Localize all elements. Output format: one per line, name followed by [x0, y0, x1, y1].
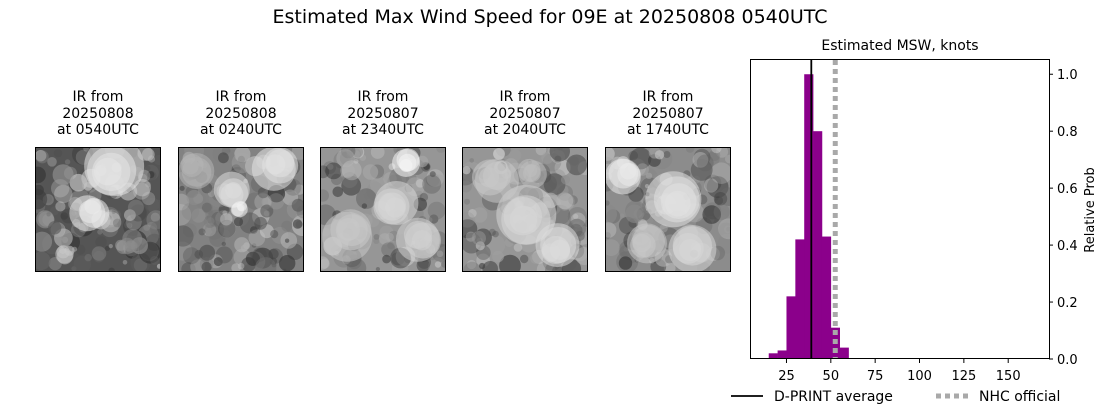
ir-panel-time: at 0240UTC — [200, 122, 282, 138]
ir-panel-date: 20250807 — [632, 105, 704, 122]
ir-panel-date: 20250808 — [62, 105, 134, 122]
y-tick-label: 1.0 — [1057, 68, 1078, 83]
histogram-bar — [786, 296, 796, 359]
ir-texture — [36, 148, 160, 271]
ir-image — [462, 147, 588, 272]
ir-panel-time: at 1740UTC — [627, 122, 709, 138]
ir-panel-line1: IR from — [642, 89, 694, 105]
ir-image — [320, 147, 446, 272]
ir-panel-title: IR from 20250807 at 2340UTC — [300, 89, 466, 139]
y-tick-label: 0.4 — [1057, 239, 1078, 254]
histogram-bar — [839, 347, 849, 359]
histogram-bar — [795, 239, 805, 359]
ir-panel-time: at 2040UTC — [484, 122, 566, 138]
ir-image — [605, 147, 731, 272]
chart-title: Estimated MSW, knots — [821, 38, 978, 54]
ir-panel-title: IR from 20250808 at 0240UTC — [158, 89, 324, 139]
ir-panel-line1: IR from — [215, 89, 267, 105]
legend-label: D-PRINT average — [774, 389, 893, 405]
x-tick-label: 50 — [823, 369, 840, 384]
y-tick-label: 0.2 — [1057, 296, 1078, 311]
x-tick-label: 25 — [778, 369, 795, 384]
x-tick-label: 75 — [867, 369, 884, 384]
histogram-bar — [804, 74, 814, 359]
ir-panel-date: 20250808 — [205, 105, 277, 122]
plot-frame — [750, 59, 1050, 359]
ir-image — [178, 147, 304, 272]
ir-texture — [606, 148, 730, 271]
y-axis-label: Relative Prob — [1083, 167, 1098, 252]
legend-label: NHC official — [979, 389, 1060, 405]
y-tick-label: 0.8 — [1057, 125, 1078, 140]
ir-panel-time: at 2340UTC — [342, 122, 424, 138]
ir-image — [35, 147, 161, 272]
histogram-bar — [777, 350, 787, 359]
histogram-bar — [821, 236, 832, 359]
ir-panel-title: IR from 20250808 at 0540UTC — [15, 89, 181, 139]
histogram-bar — [813, 131, 823, 359]
figure-title: Estimated Max Wind Speed for 09E at 2025… — [272, 6, 828, 28]
ir-panel-line1: IR from — [72, 89, 124, 105]
ir-panel-line1: IR from — [357, 89, 409, 105]
y-tick-label: 0.0 — [1057, 353, 1078, 368]
x-tick-label: 125 — [951, 369, 976, 384]
ir-texture — [179, 148, 303, 271]
x-tick-label: 100 — [907, 369, 932, 384]
ir-panel-line1: IR from — [499, 89, 551, 105]
ir-texture — [321, 148, 445, 271]
x-tick-label: 150 — [996, 369, 1021, 384]
ir-panel-title: IR from 20250807 at 2040UTC — [442, 89, 608, 139]
ir-panel-title: IR from 20250807 at 1740UTC — [585, 89, 751, 139]
ir-texture — [463, 148, 587, 271]
ir-panel-date: 20250807 — [489, 105, 561, 122]
histogram-bar — [768, 353, 778, 359]
ir-panel-date: 20250807 — [347, 105, 419, 122]
y-tick-label: 0.6 — [1057, 182, 1078, 197]
ir-panel-time: at 0540UTC — [57, 122, 139, 138]
